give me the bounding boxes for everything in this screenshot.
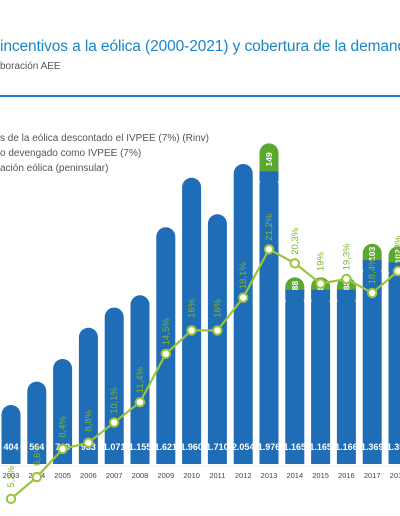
wind-coverage-point-2008	[134, 396, 146, 408]
wind-coverage-point-2007	[109, 417, 120, 428]
bar-value-label-2015: 1.165	[309, 442, 332, 452]
chart-bar-2018	[388, 266, 400, 464]
bar-value-label-2007: 1.071	[103, 442, 126, 452]
x-tick-label-2003: 2003	[3, 471, 20, 480]
wind-coverage-label-2014: 20,3%	[290, 227, 301, 254]
x-tick-label-2013: 2013	[261, 471, 278, 480]
chart-bar-cap-2015	[311, 289, 331, 300]
bar-value-label-2008: 1.155	[129, 442, 152, 452]
ivpee-value-label-2016: 88	[341, 280, 351, 290]
x-tick-label-2011: 2011	[209, 471, 225, 480]
bar-value-label-2010: 1.960	[180, 442, 203, 452]
bar-value-label-2014: 1.165	[284, 442, 307, 452]
chart-bar-2006	[78, 327, 98, 464]
legend-item-remuneration: s de la eólica descontado el IVPEE (7%) …	[0, 133, 209, 144]
x-tick-label-2017: 2017	[364, 471, 381, 480]
bar-value-label-2012: 2.054	[232, 442, 255, 452]
x-tick-label-2009: 2009	[157, 471, 174, 480]
wind-coverage-point-2016	[341, 273, 352, 285]
wind-coverage-point-2005	[57, 443, 68, 455]
wind-coverage-point-2003	[5, 493, 17, 505]
chart-bar-2009	[156, 227, 176, 464]
wind-coverage-point-2013	[263, 244, 275, 255]
wind-coverage-label-2012: 18,1%	[238, 262, 249, 289]
x-tick-label-2016: 2016	[338, 471, 355, 480]
chart-bar-2017	[362, 264, 382, 464]
chart-bar-2012	[233, 164, 253, 465]
x-tick-label-2014: 2014	[286, 471, 303, 480]
chart-title: incentivos a la eólica (2000-2021) y cob…	[0, 38, 400, 55]
wind-coverage-label-2010: 16%	[187, 298, 198, 318]
chart-bar-2016	[336, 293, 356, 464]
title-divider	[0, 95, 400, 97]
wind-coverage-label-2016: 19,3%	[341, 243, 352, 270]
wind-coverage-label-2005: 8,4%	[58, 416, 69, 438]
chart-bar-2007	[104, 307, 124, 464]
wind-coverage-point-2006	[83, 437, 94, 448]
bar-value-label-2017: 1.369	[361, 442, 384, 452]
wind-coverage-point-2004	[31, 471, 42, 483]
wind-coverage-point-2018	[392, 265, 400, 277]
wind-coverage-point-2015	[315, 278, 326, 289]
bar-value-label-2011: 1.710	[206, 442, 229, 452]
x-tick-label-2008: 2008	[132, 471, 149, 480]
chart-bar-cap-2018	[388, 262, 400, 273]
ivpee-value-label-2014: 88	[290, 281, 300, 291]
chart-bar-cap-2014	[285, 289, 305, 300]
chart-bar-2004	[27, 381, 47, 464]
x-tick-label-2010: 2010	[183, 471, 200, 480]
wind-coverage-label-2007: 10,1%	[109, 386, 120, 413]
wind-coverage-point-2009	[160, 348, 172, 359]
bar-value-label-2018: 1.353	[387, 442, 400, 452]
legend-item-ivpee: o devengado como IVPEE (7%)	[0, 148, 142, 159]
x-tick-label-2012: 2012	[235, 471, 252, 480]
wind-coverage-line	[10, 247, 399, 500]
wind-coverage-label-2018: 19,8%	[393, 235, 400, 262]
wind-coverage-label-2009: 14,5%	[161, 318, 172, 345]
wind-coverage-label-2004: 6,6%	[32, 444, 43, 466]
x-tick-label-2007: 2007	[106, 471, 123, 480]
wind-coverage-label-2017: 18,4%	[367, 257, 378, 284]
chart-bar-2011	[207, 214, 227, 464]
wind-coverage-point-2012	[238, 292, 249, 303]
x-tick-label-2006: 2006	[80, 471, 97, 480]
chart-bar-2005	[53, 358, 73, 464]
chart-bar-2015	[311, 293, 331, 464]
chart-bar-cap-2013	[259, 171, 279, 182]
chart-bar-cap-2016	[336, 289, 356, 300]
chart-bar-2003	[1, 404, 21, 464]
wind-coverage-point-2011	[212, 325, 223, 336]
chart-bar-2010	[182, 177, 202, 465]
ivpee-value-label-2013: 149	[264, 152, 274, 166]
chart-bar-2014	[285, 293, 305, 464]
wind-coverage-label-2006: 8,8%	[83, 409, 94, 431]
ivpee-value-label-2017: 103	[367, 247, 377, 261]
ivpee-value-label-2018: 102	[393, 249, 400, 263]
x-tick-label-2018: 2018	[390, 471, 400, 480]
bar-value-label-2004: 564	[29, 442, 44, 452]
chart-source: boración AEE	[0, 61, 61, 72]
bar-value-label-2013: 1.976	[258, 442, 281, 452]
wind-coverage-point-2014	[289, 258, 300, 269]
wind-coverage-label-2013: 21,2%	[264, 213, 275, 240]
bar-value-label-2003: 404	[3, 442, 18, 452]
chart-bar-2008	[130, 295, 150, 464]
wind-coverage-point-2010	[186, 325, 197, 336]
wind-coverage-label-2003: 5,2%	[6, 466, 17, 488]
bar-value-label-2016: 1.166	[335, 442, 358, 452]
chart-bar-cap-2017	[362, 260, 382, 271]
wind-coverage-label-2015: 19%	[316, 252, 327, 272]
x-tick-label-2015: 2015	[312, 471, 329, 480]
wind-coverage-label-2008: 11,4%	[135, 366, 146, 393]
legend-item-wind-coverage: ación eólica (peninsular)	[0, 163, 109, 174]
wind-coverage-point-2017	[367, 287, 378, 299]
wind-coverage-label-2011: 16%	[212, 298, 223, 318]
x-tick-label-2005: 2005	[54, 471, 71, 480]
bar-value-label-2009: 1.621	[155, 442, 178, 452]
